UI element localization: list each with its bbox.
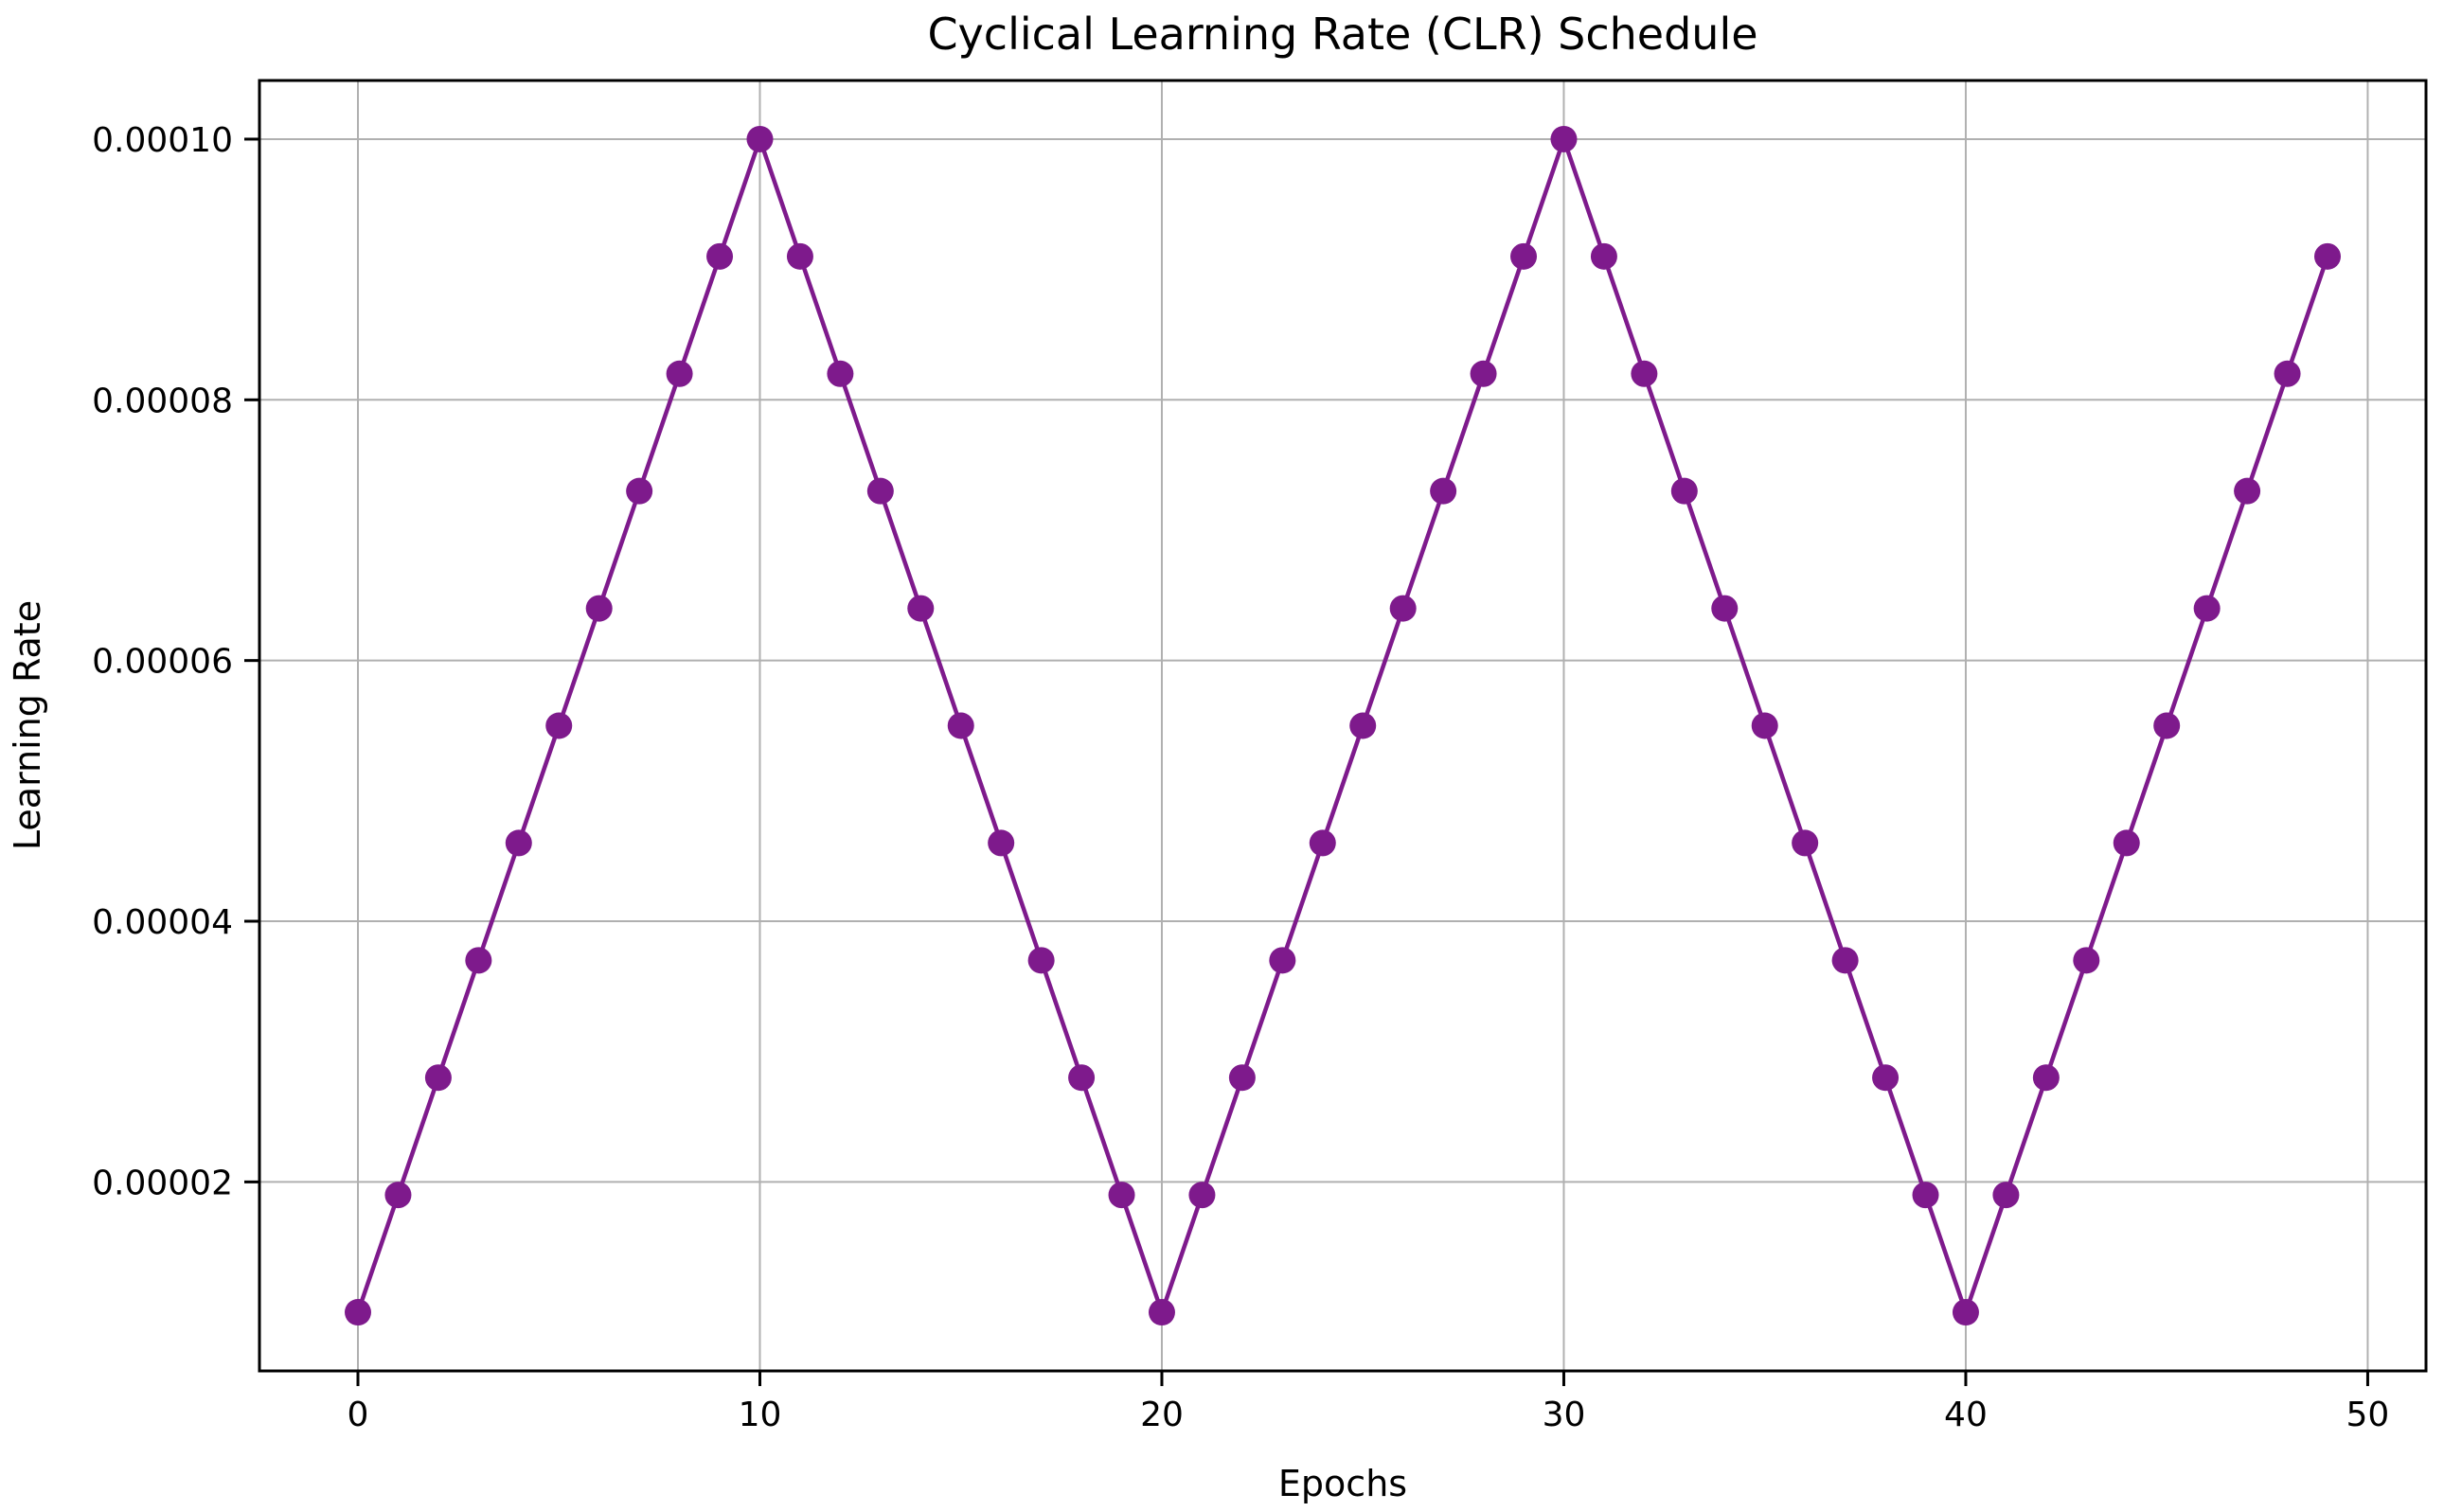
data-point-marker bbox=[424, 1064, 452, 1092]
learning-rate-line bbox=[355, 136, 2330, 1315]
data-point-marker bbox=[465, 947, 492, 974]
axis-ticks: 0 10 20 30 40 50 0.00002 0.00004 0.00006 0.00008 0… bbox=[92, 121, 2389, 1434]
plot-border bbox=[258, 79, 2428, 1373]
data-point-marker bbox=[1792, 829, 1819, 857]
data-point-marker bbox=[545, 712, 573, 739]
data-point-marker bbox=[907, 595, 935, 622]
data-point-marker bbox=[2234, 477, 2261, 505]
data-point-marker bbox=[345, 1299, 371, 1326]
data-point-marker bbox=[1550, 125, 1578, 152]
gridlines bbox=[259, 80, 2426, 1371]
data-point-marker bbox=[1590, 242, 1617, 270]
data-point-marker bbox=[1831, 947, 1859, 974]
data-point-marker bbox=[866, 477, 894, 505]
data-point-marker bbox=[1992, 1182, 2020, 1209]
data-point-marker bbox=[2153, 712, 2181, 739]
data-point-marker bbox=[666, 360, 693, 387]
x-tick-label: 0 bbox=[348, 1396, 369, 1434]
data-point-marker bbox=[1068, 1064, 1096, 1092]
data-point-marker bbox=[1269, 947, 1296, 974]
data-point-marker bbox=[1430, 477, 1457, 505]
data-point-marker bbox=[2193, 595, 2221, 622]
y-tick-label: 0.00010 bbox=[92, 121, 233, 160]
chart-title: Cyclical Learning Rate (CLR) Schedule bbox=[927, 9, 1757, 60]
y-tick-label: 0.00006 bbox=[92, 643, 233, 682]
learning-rate-series bbox=[345, 125, 2341, 1326]
data-point-marker bbox=[1510, 242, 1538, 270]
data-point-marker bbox=[585, 595, 613, 622]
data-point-marker bbox=[1952, 1299, 1979, 1326]
data-point-marker bbox=[2113, 829, 2140, 857]
x-tick-label: 30 bbox=[1543, 1396, 1586, 1434]
x-tick-label: 50 bbox=[2346, 1396, 2390, 1434]
data-point-marker bbox=[1751, 712, 1778, 739]
data-point-marker bbox=[505, 829, 532, 857]
data-point-marker bbox=[2073, 947, 2100, 974]
data-point-marker bbox=[1389, 595, 1417, 622]
x-axis-label: Epochs bbox=[1278, 1463, 1407, 1504]
data-point-marker bbox=[1309, 829, 1336, 857]
data-point-marker bbox=[786, 242, 813, 270]
data-point-marker bbox=[1027, 947, 1055, 974]
data-point-marker bbox=[384, 1182, 412, 1209]
data-point-marker bbox=[1872, 1064, 1900, 1092]
data-point-marker bbox=[1470, 360, 1497, 387]
data-point-marker bbox=[706, 242, 734, 270]
data-point-marker bbox=[2314, 242, 2341, 270]
data-point-marker bbox=[1631, 360, 1658, 387]
data-point-marker bbox=[2274, 360, 2301, 387]
data-point-marker bbox=[1228, 1064, 1256, 1092]
data-point-marker bbox=[947, 712, 974, 739]
data-point-marker bbox=[1711, 595, 1739, 622]
data-point-marker bbox=[2032, 1064, 2060, 1092]
y-tick-label: 0.00008 bbox=[92, 382, 233, 420]
x-tick-label: 40 bbox=[1944, 1396, 1988, 1434]
data-point-marker bbox=[1670, 477, 1698, 505]
x-tick-label: 10 bbox=[739, 1396, 782, 1434]
data-point-marker bbox=[988, 829, 1015, 857]
y-tick-label: 0.00002 bbox=[92, 1164, 233, 1202]
data-point-marker bbox=[827, 360, 854, 387]
data-point-marker bbox=[1148, 1299, 1175, 1326]
data-point-marker bbox=[1188, 1182, 1216, 1209]
data-point-marker bbox=[1912, 1182, 1939, 1209]
y-tick-label: 0.00004 bbox=[92, 903, 233, 942]
data-point-marker bbox=[1349, 712, 1377, 739]
x-tick-label: 20 bbox=[1140, 1396, 1184, 1434]
data-point-marker bbox=[746, 125, 774, 152]
axes-spines bbox=[258, 79, 2428, 1373]
data-point-marker bbox=[626, 477, 653, 505]
y-axis-label: Learning Rate bbox=[7, 600, 48, 850]
data-point-marker bbox=[1108, 1182, 1135, 1209]
